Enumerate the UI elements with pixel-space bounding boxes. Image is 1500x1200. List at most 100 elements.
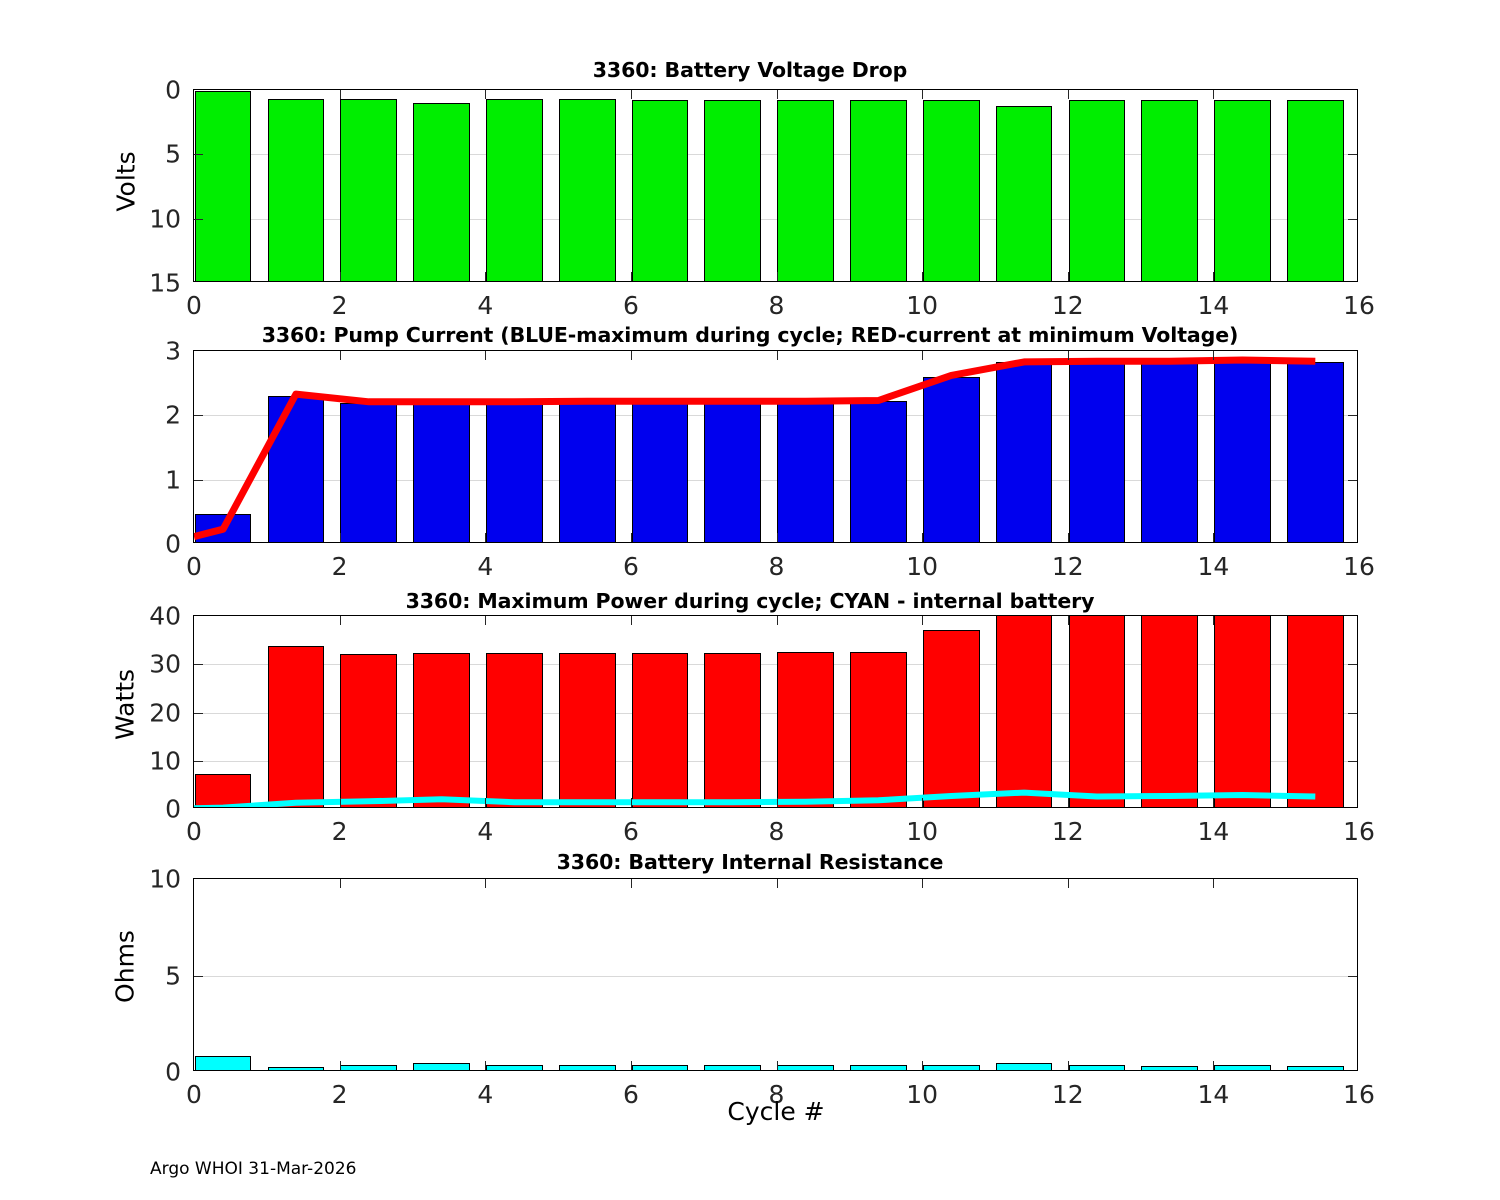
x-axis-tick-label: 6	[622, 817, 639, 846]
bar	[413, 1062, 470, 1070]
bar	[704, 653, 762, 807]
bar	[850, 652, 907, 807]
y-axis-tick	[194, 479, 203, 481]
y-axis-tick	[1348, 760, 1357, 762]
bar	[413, 653, 470, 807]
y-axis-tick	[194, 664, 203, 666]
y-axis-tick-label: 0	[165, 794, 181, 824]
x-axis-tick	[485, 879, 487, 888]
x-axis-tick-label: 14	[1197, 291, 1230, 320]
x-axis-tick-label: 8	[768, 291, 785, 320]
bar	[777, 1065, 834, 1070]
x-axis-tick-label: 16	[1343, 817, 1375, 846]
x-axis-tick	[630, 1061, 632, 1070]
x-axis-tick	[776, 90, 778, 99]
bar	[1214, 1065, 1271, 1070]
series-line	[194, 356, 1316, 540]
bar	[995, 1062, 1053, 1070]
x-axis-tick	[485, 533, 487, 542]
y-axis-tick	[1348, 218, 1357, 220]
bar	[194, 90, 252, 281]
x-axis-tick	[339, 1061, 341, 1070]
gridline	[194, 712, 1357, 714]
plot-area-power: 0 10 20 30 40 0 2 4 6 8 10 12 14 16	[149, 602, 1375, 847]
x-axis-tick	[1067, 351, 1069, 360]
bar	[1068, 361, 1126, 542]
y-axis-tick-label: 3	[165, 336, 181, 366]
x-axis-tick	[776, 616, 778, 625]
x-axis-tick	[630, 616, 632, 625]
bar	[922, 1065, 980, 1070]
bar	[1141, 99, 1199, 281]
x-axis-tick	[922, 272, 924, 281]
bar	[777, 403, 834, 542]
bar	[194, 1055, 252, 1070]
x-axis-tick-label: 2	[331, 1080, 348, 1109]
x-axis-tick	[1067, 616, 1069, 625]
x-axis-tick-label: 10	[906, 817, 938, 846]
x-axis-tick	[485, 351, 487, 360]
x-axis-tick-label: 2	[331, 552, 348, 581]
y-axis-tick	[194, 712, 203, 714]
bar	[922, 100, 980, 281]
y-axis-tick-label: 20	[149, 698, 181, 727]
y-axis-tick-label: 5	[165, 961, 181, 990]
x-axis-tick	[922, 1061, 924, 1070]
panel-title-pump: 3360: Pump Current (BLUE-maximum during …	[261, 323, 1239, 347]
y-axis-tick	[1348, 975, 1357, 977]
x-axis-tick	[339, 272, 341, 281]
bar	[1141, 1065, 1199, 1070]
bar	[1286, 361, 1344, 542]
bar	[704, 1065, 762, 1070]
x-axis-tick	[485, 616, 487, 625]
bar	[995, 616, 1053, 807]
x-axis-tick-label: 12	[1051, 552, 1084, 581]
x-axis-tick	[339, 616, 341, 625]
x-axis-tick	[1213, 351, 1215, 360]
bar	[340, 1065, 398, 1070]
bar	[1141, 616, 1199, 807]
x-axis-tick-label: 6	[622, 291, 639, 320]
x-axis-tick-label: 8	[768, 1080, 785, 1109]
bar	[558, 99, 616, 281]
x-axis-tick-label: 4	[477, 817, 494, 846]
y-axis-tick-label: 0	[165, 75, 181, 105]
y-axis-tick-label: 30	[149, 649, 181, 679]
x-axis-tick	[485, 90, 487, 99]
gridline	[194, 154, 1357, 156]
y-axis-tick-label: 0	[165, 1057, 181, 1087]
x-axis-tick-label: 4	[477, 1080, 494, 1109]
bar	[1068, 100, 1126, 281]
y-axis-tick-label: 10	[149, 204, 181, 234]
panel-title-voltage: 3360: Battery Voltage Drop	[592, 58, 908, 82]
figure-footer-note: Argo WHOI 31-Mar-2026	[150, 1159, 357, 1179]
x-axis-tick	[630, 351, 632, 360]
bar	[631, 403, 689, 542]
x-axis-tick-label: 16	[1343, 1080, 1375, 1109]
x-axis-tick-label: 12	[1051, 1080, 1084, 1109]
panel-title-power: 3360: Maximum Power during cycle; CYAN -…	[405, 589, 1095, 613]
bar	[340, 403, 398, 542]
bar	[267, 645, 325, 807]
x-axis-tick	[1213, 533, 1215, 542]
bar	[631, 99, 689, 281]
bar	[922, 376, 980, 542]
x-axis-tick-label: 16	[1343, 552, 1375, 581]
bar	[1286, 616, 1344, 807]
x-axis-tick	[339, 798, 341, 807]
bar	[1214, 616, 1271, 807]
x-axis-tick	[630, 533, 632, 542]
x-axis-tick	[1067, 533, 1069, 542]
x-axis-tick	[1213, 616, 1215, 625]
bar	[995, 361, 1053, 542]
x-axis-tick	[1067, 272, 1069, 281]
x-axis-tick	[1067, 879, 1069, 888]
x-axis-tick-label: 0	[186, 1080, 202, 1109]
x-axis-tick-label: 6	[622, 1080, 639, 1109]
bar	[1141, 361, 1199, 542]
bar	[340, 99, 398, 281]
x-axis-tick	[922, 533, 924, 542]
x-axis-tick	[1213, 798, 1215, 807]
x-axis-tick	[922, 90, 924, 99]
x-axis-tick-label: 10	[906, 552, 938, 581]
